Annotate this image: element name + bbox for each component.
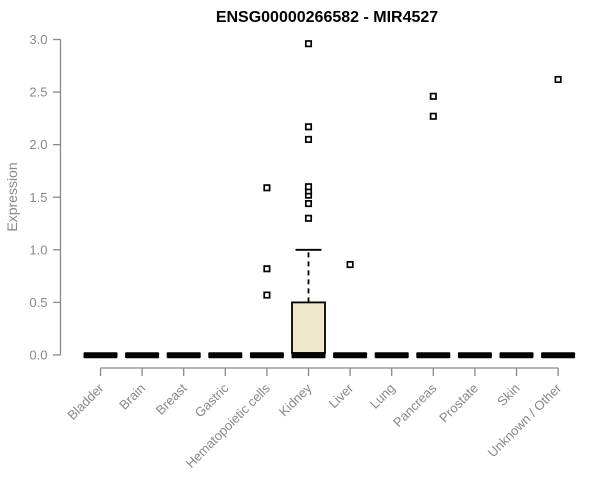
median-bar [208, 352, 243, 359]
outlier-point [263, 265, 271, 273]
median-bar [291, 352, 326, 359]
x-tick-label: Pancreas [390, 380, 440, 430]
outlier-point [554, 75, 562, 84]
y-tick-label: 0.0 [29, 348, 47, 363]
x-tick-label: Unknown / Other [485, 380, 565, 460]
outlier-point [304, 200, 313, 208]
x-tick-label: Skin [494, 381, 522, 409]
median-bar [249, 352, 284, 359]
outlier-point [304, 183, 313, 191]
y-tick-label: 3.0 [29, 32, 47, 47]
median-bar [457, 352, 492, 359]
y-tick-label: 1.5 [29, 190, 47, 205]
box [291, 301, 326, 354]
median-bar [541, 352, 576, 359]
x-tick-label: Brain [116, 381, 148, 413]
outlier-point [346, 261, 354, 269]
x-tick-label: Bladder [64, 380, 107, 423]
x-tick-label: Liver [326, 380, 357, 411]
y-tick-label: 1.0 [29, 242, 47, 257]
median-bar [499, 352, 534, 359]
y-tick-label: 2.5 [29, 85, 47, 100]
outlier-point [304, 123, 313, 131]
x-tick-label: Gastric [192, 380, 232, 420]
outlier-point [429, 92, 437, 100]
median-bar [416, 352, 451, 359]
median-bar [166, 352, 201, 359]
outlier-point [304, 135, 313, 143]
chart-title: ENSG00000266582 - MIR4527 [216, 9, 438, 26]
plot-area: 0.0 0.5 1.0 1.5 2.0 2.5 3.0 Bladder Brain Breast G… [29, 32, 576, 471]
y-tick-label: 0.5 [29, 295, 47, 310]
outlier-point [304, 40, 313, 48]
y-tick-label: 2.0 [29, 137, 47, 152]
x-tick-label: Kidney [276, 380, 315, 419]
x-tick-label: Lung [367, 381, 398, 412]
y-axis-title: Expression [4, 162, 20, 231]
median-bar [83, 352, 118, 359]
outlier-point [304, 214, 313, 222]
median-bar [374, 352, 409, 359]
x-tick-label: Prostate [436, 381, 481, 426]
outlier-point [263, 291, 271, 299]
outlier-point [429, 112, 437, 120]
median-bar [333, 352, 368, 359]
x-tick-label: Breast [153, 380, 190, 417]
outlier-point [263, 184, 271, 192]
median-bar [125, 352, 160, 359]
